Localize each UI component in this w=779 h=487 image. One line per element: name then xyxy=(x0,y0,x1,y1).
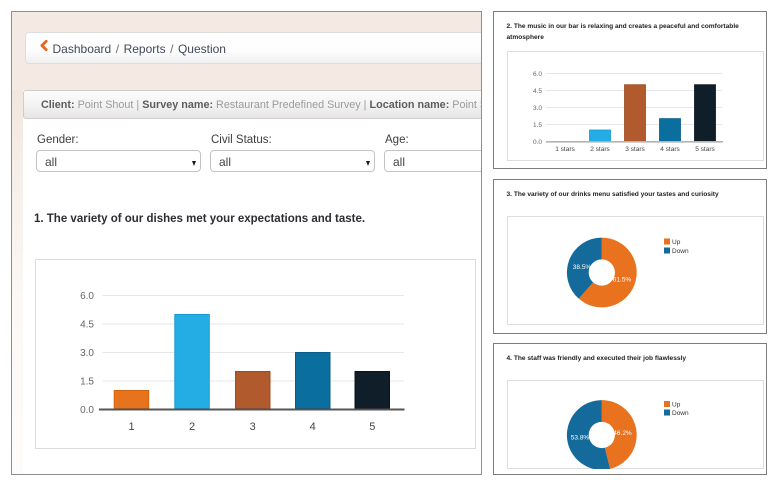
svg-text:6.0: 6.0 xyxy=(533,71,542,78)
svg-text:0.0: 0.0 xyxy=(533,139,542,146)
svg-text:Down: Down xyxy=(672,248,689,255)
svg-text:3: 3 xyxy=(250,421,256,433)
svg-text:61.5%: 61.5% xyxy=(613,277,632,284)
svg-text:6.0: 6.0 xyxy=(80,291,94,302)
svg-text:2: 2 xyxy=(189,421,195,433)
svg-text:Down: Down xyxy=(672,410,689,417)
svg-text:Up: Up xyxy=(672,239,681,246)
svg-text:3.0: 3.0 xyxy=(80,348,94,359)
svg-text:5 stars: 5 stars xyxy=(695,146,715,153)
svg-text:3.0: 3.0 xyxy=(533,105,542,112)
svg-text:3 stars: 3 stars xyxy=(625,146,645,153)
svg-text:53.8%: 53.8% xyxy=(571,435,590,442)
svg-text:0.0: 0.0 xyxy=(80,405,94,416)
svg-text:2 stars: 2 stars xyxy=(590,146,610,153)
svg-text:Up: Up xyxy=(672,402,681,409)
svg-text:1.5: 1.5 xyxy=(80,377,94,388)
svg-text:4.5: 4.5 xyxy=(80,320,94,331)
svg-text:5: 5 xyxy=(369,421,375,433)
svg-text:1.5: 1.5 xyxy=(533,122,542,129)
svg-text:4: 4 xyxy=(310,421,316,433)
svg-text:1 stars: 1 stars xyxy=(555,146,575,153)
svg-text:38.5%: 38.5% xyxy=(573,264,592,271)
svg-text:4 stars: 4 stars xyxy=(660,146,680,153)
svg-text:46.2%: 46.2% xyxy=(613,430,632,437)
svg-text:1: 1 xyxy=(128,421,134,433)
svg-text:4.5: 4.5 xyxy=(533,88,542,95)
